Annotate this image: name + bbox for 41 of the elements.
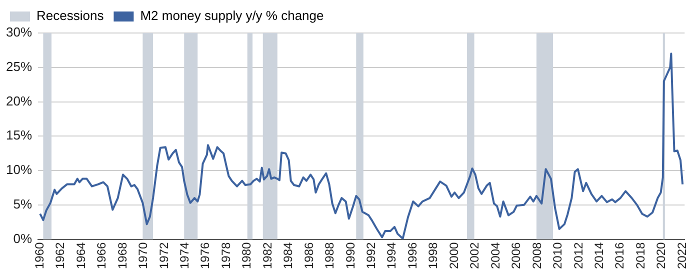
x-tick-label: 1966 <box>94 242 109 270</box>
x-tick-label: 2016 <box>612 242 627 270</box>
x-tick-label: 1968 <box>115 242 130 270</box>
x-tick-label: 1960 <box>32 242 46 270</box>
x-tick-label: 2020 <box>654 242 668 270</box>
y-tick-label: 0% <box>13 230 32 246</box>
x-tick-label: 2012 <box>571 242 586 270</box>
legend-label: M2 money supply y/y % change <box>140 8 324 24</box>
x-tick-label: 1970 <box>136 242 150 270</box>
x-tick-label: 1962 <box>53 242 68 270</box>
x-tick-label: 1978 <box>218 242 233 270</box>
x-tick-label: 1972 <box>156 242 171 270</box>
x-tick-label: 1984 <box>281 242 296 270</box>
y-tick-label: 20% <box>6 93 32 108</box>
y-tick-label: 25% <box>6 58 32 74</box>
x-tick-label: 1994 <box>384 242 399 270</box>
x-tick-label: 2010 <box>550 242 565 270</box>
x-tick-label: 2006 <box>509 242 524 270</box>
x-tick-label: 1990 <box>343 242 358 270</box>
x-tick-label: 1982 <box>260 242 274 270</box>
legend-label: Recessions <box>36 8 104 24</box>
x-tick-label: 1986 <box>302 242 316 270</box>
x-tick-label: 2004 <box>488 242 502 270</box>
y-tick-label: 30% <box>6 24 32 40</box>
y-tick-label: 10% <box>6 162 32 178</box>
x-tick-label: 2002 <box>468 242 482 270</box>
x-tick-label: 1964 <box>74 242 88 270</box>
x-tick-label: 2008 <box>530 242 544 270</box>
x-tick-label: 2022 <box>674 242 689 270</box>
x-tick-label: 1996 <box>405 242 420 270</box>
y-tick-label: 15% <box>6 128 32 143</box>
x-tick-label: 1998 <box>426 242 440 270</box>
x-tick-label: 1988 <box>322 242 337 270</box>
x-tick-label: 2014 <box>592 242 606 270</box>
x-tick-label: 1992 <box>364 242 378 270</box>
x-tick-label: 1976 <box>198 242 212 270</box>
x-tick-label: 2000 <box>446 242 461 270</box>
x-tick-label: 2018 <box>633 242 648 270</box>
y-tick-label: 5% <box>13 196 32 212</box>
x-tick-label: 1980 <box>240 242 254 270</box>
x-tick-label: 1974 <box>177 242 192 270</box>
